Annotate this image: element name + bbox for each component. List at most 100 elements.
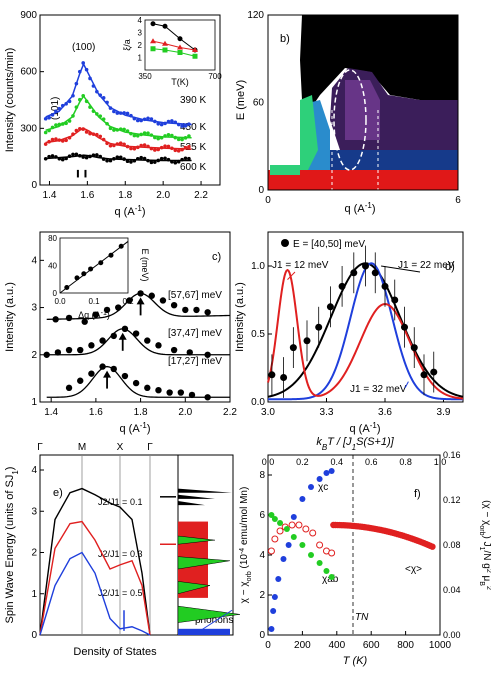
panel-a-ytick: 900 [20,10,37,21]
panel-c-fit-1 [46,328,230,356]
panel-a-inset-xtick: 700 [208,72,222,81]
panel-c-ytick: 3 [31,303,37,314]
panel-a-point [173,135,178,140]
panel-d-xtick: 3.0 [261,407,275,418]
panel-a-point [146,158,150,163]
panel-a-point [125,144,130,149]
panel-a-point [170,159,174,164]
panel-c-point [159,297,167,304]
panel-a-point [81,93,85,98]
panel-a-point [129,146,133,151]
panel-d-point [410,344,418,352]
panel-d-ytick: 1.0 [251,261,265,272]
panel-a-point [88,105,92,109]
panel-a-point [43,156,48,161]
panel-b-xtick: 0 [265,195,271,206]
panel-e-curve-2 [39,551,151,636]
heatmap-dashed-ellipse [333,69,367,171]
panel-f-chi-c-point [323,470,330,476]
panel-a-point [57,122,62,127]
panel-a-point [163,134,167,138]
panel-a-point [77,69,82,74]
panel-a-point [47,154,51,159]
panel-f-xtick: 800 [397,640,414,651]
panel-a-point [105,121,109,126]
panel-c-frame [39,231,231,403]
panel-a-point [112,128,116,132]
panel-a-inset-line-0 [152,23,196,51]
heatmap-red-band [268,170,458,190]
panel-a-inset-point [162,23,168,29]
panel-a-point [67,135,72,140]
panel-d-pointer-12 [287,271,296,280]
panel-a-point [170,146,174,151]
ratio-value-1: 0.1 [130,497,143,507]
panel-c-point [204,394,211,401]
panel-f-open-point [295,521,303,529]
panel-a-point [98,93,103,97]
heatmap-magenta-patch [345,80,380,140]
legend-marker [281,239,289,247]
panel-c-point [88,342,95,349]
panel-a-point [91,109,96,113]
panel-c-inset-point [108,252,114,258]
panel-a-point [64,156,68,161]
panel-a-inset-line-2 [152,48,196,57]
energy-label-1: [57,67] meV [168,290,222,301]
panel-a-point [139,155,143,160]
panel-f-xlabel: T (K) [343,655,368,667]
ratio-value-2: 0.3 [130,549,143,559]
panel-a-point [74,105,79,109]
panel-f-chi-c-point [285,542,292,548]
panel-d-xtick: 3.6 [378,407,392,418]
panel-a-point [91,153,96,157]
panel-f-top-tick: 1.0 [434,457,447,467]
panel-f-chi-ab-point [308,552,314,558]
panel-a-point [139,132,143,137]
panel-a-ytick: 600 [20,67,37,78]
panel-a-point [146,116,150,121]
annotation-j32: J1 = 32 meV [350,384,407,395]
panel-e-xtick: Γ [147,442,153,453]
panel-c-point [144,384,151,392]
panel-a-point [71,152,75,157]
panel-a-ytick: 0 [31,180,37,191]
panel-a-point [187,156,191,161]
panel-a-point [95,89,99,94]
panel-a-point [50,137,55,142]
panel-c-point [132,379,140,387]
panel-a-fit-0 [45,62,192,126]
panel-a-point [101,137,106,142]
panel-f-chi-c-point [280,556,287,562]
panel-a-point [166,157,171,162]
panel-b-ytick: 120 [247,10,264,21]
panel-c-xtick: 1.8 [134,407,148,418]
panel-a-point [84,67,89,72]
panel-a-point [112,156,116,161]
panel-c-point [144,337,151,344]
panel-a-point [67,154,72,159]
panel-c-ytick: 1 [31,397,37,408]
panel-a-point [139,118,143,123]
panel-a-point [135,156,140,161]
panel-f-open-point [267,547,275,555]
panel-a-point [95,132,99,137]
panel-a-point [153,135,157,140]
panel-a-point [173,148,178,153]
panel-c-point [54,349,62,356]
panel-a-point [122,127,126,132]
panel-c-inset-xtick: 0.1 [88,297,100,306]
panel-f-chi-c-point [299,496,306,502]
panel-a-point [101,157,106,161]
panel-a-point [91,84,96,88]
panel-a-inset-ytick: 4 [138,16,143,25]
panel-c-xtick: 1.6 [89,407,103,418]
panel-a-point [153,148,157,152]
panel-f-chi-c-point [328,468,335,474]
panel-c-point [182,306,189,314]
panel-a-point [105,141,109,146]
panel-c-inset-point [118,243,124,249]
panel-c-point [204,351,211,358]
panel-d-frame [267,231,464,403]
panel-a-point [173,120,178,125]
